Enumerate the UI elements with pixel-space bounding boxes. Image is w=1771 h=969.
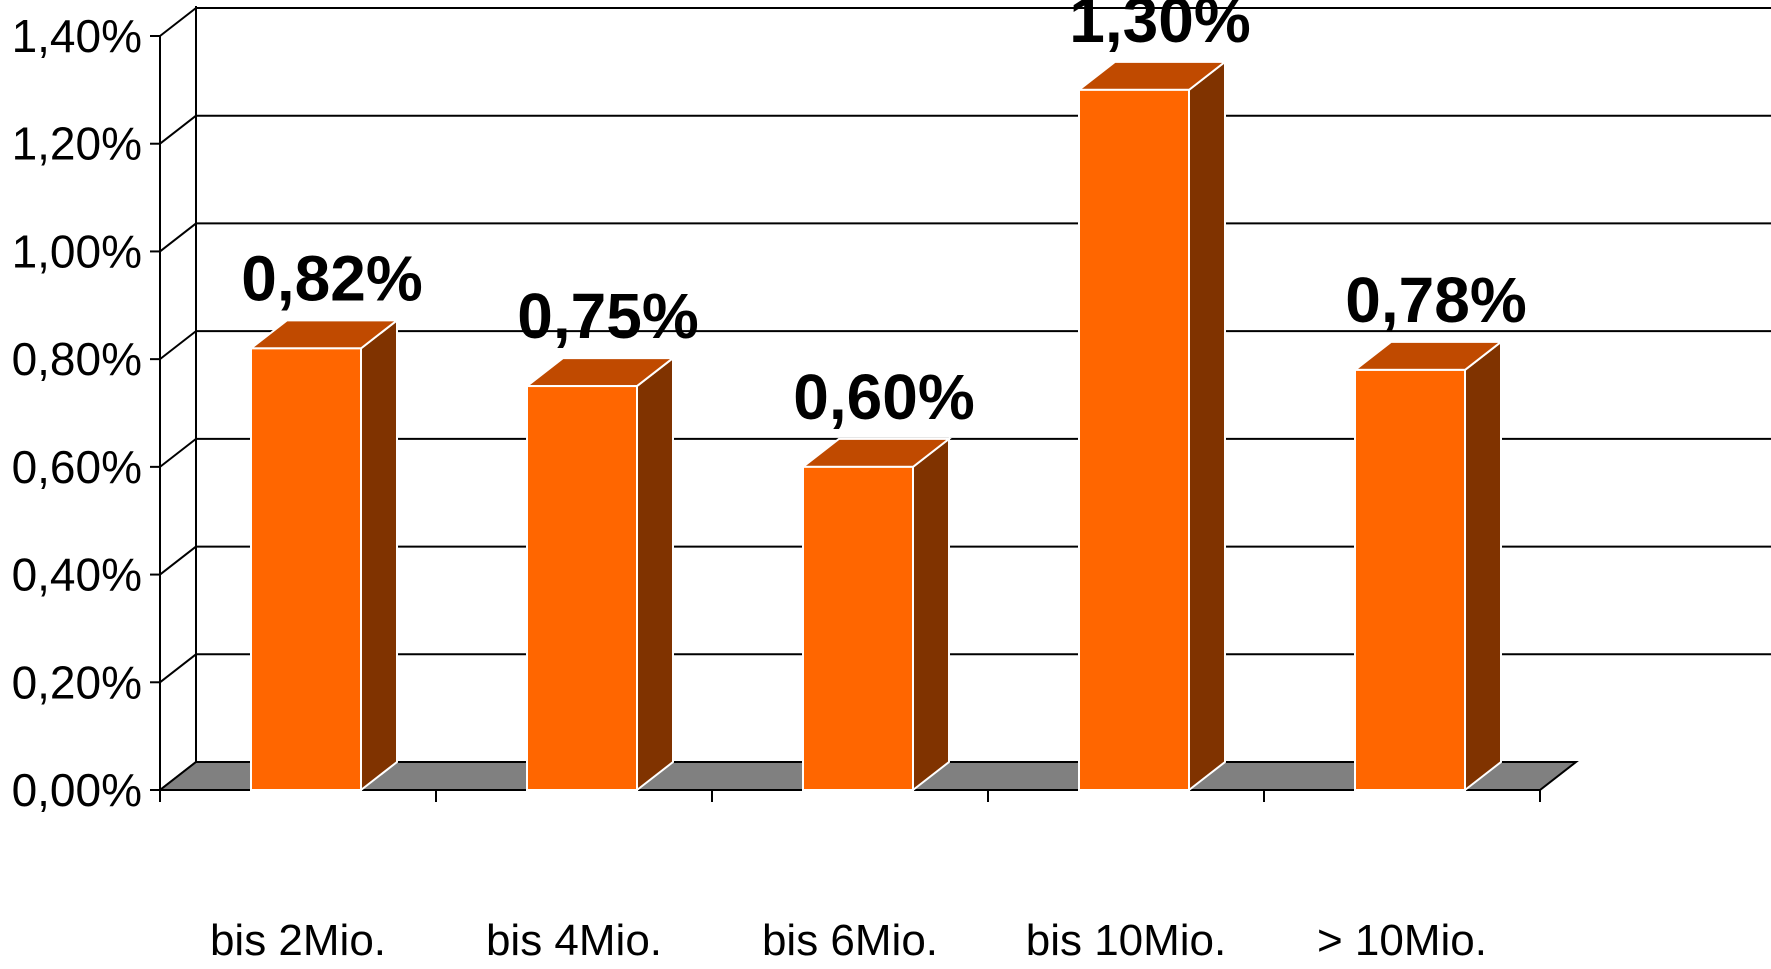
data-label: 0,78% [1345,264,1526,336]
x-tick-label: > 10Mio. [1317,916,1487,965]
chart-data-labels: 0,82% 0,75% 0,60% 1,30% 0,78% [241,0,1526,433]
data-label: 0,82% [241,242,422,314]
y-tick-label: 0,60% [12,441,142,493]
bar-side [1464,339,1502,793]
x-tick-label: bis 2Mio. [210,916,386,965]
y-tick-label: 0,20% [12,656,142,708]
bar-side [912,436,950,793]
bar-front [1078,88,1190,792]
bar-side [360,318,398,793]
gridline-diagonal [159,545,197,576]
bar-front [1354,368,1466,791]
chart-axes: 0,00% 0,20% 0,40% 0,60% 0,80% 1,00% 1,20% 1,40%… [12,10,1541,965]
gridline-diagonal [159,653,197,684]
bar [1352,339,1504,793]
gridline-diagonal [159,222,197,253]
gridline-diagonal [159,7,197,37]
bar-side [636,356,674,793]
x-tick-label: bis 10Mio. [1026,916,1227,965]
y-tick-label: 1,00% [12,225,142,277]
x-tick-label: bis 4Mio. [486,916,662,965]
data-label: 0,60% [793,361,974,433]
data-label: 1,30% [1069,0,1250,56]
bar [248,318,400,793]
bar-front [802,465,914,791]
bar-front [526,385,638,791]
bar [524,356,676,793]
chart-bars [248,59,1504,793]
gridline-diagonal [159,114,197,145]
y-tick-label: 1,20% [12,118,142,170]
gridline-diagonal [159,438,197,468]
y-tick-label: 0,00% [12,764,142,816]
bar [800,436,952,793]
bar-front [250,347,362,791]
bar [1076,59,1228,793]
y-tick-label: 0,80% [12,333,142,385]
y-tick-label: 0,40% [12,549,142,601]
gridline-diagonal [159,330,197,360]
x-tick-label: bis 6Mio. [762,916,938,965]
chart-back-layer [159,6,1771,791]
data-label: 0,75% [517,280,698,352]
y-tick-label: 1,40% [12,10,142,62]
bar-side [1188,59,1226,793]
